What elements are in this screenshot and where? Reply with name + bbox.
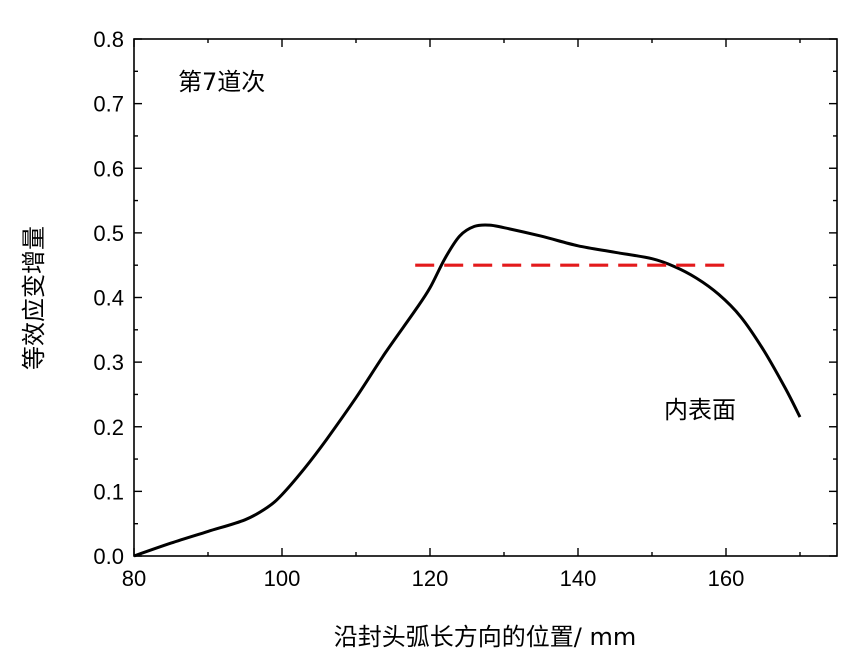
x-tick-label: 120 <box>412 566 449 591</box>
y-tick-label: 0.6 <box>93 156 124 181</box>
x-tick-label: 80 <box>122 566 146 591</box>
x-tick-labels: 80 100 120 140 160 <box>122 566 745 591</box>
y-tick-label: 0.0 <box>93 544 124 569</box>
plot-frame <box>133 38 838 557</box>
x-tick-label: 140 <box>560 566 597 591</box>
y-tick-label: 0.3 <box>93 350 124 375</box>
y-axis-title: 等效应变增量 <box>20 226 48 370</box>
strain-curve-line <box>133 223 802 558</box>
y-tick-label: 0.7 <box>93 92 124 117</box>
x-tick-label: 100 <box>264 566 301 591</box>
y-tick-label: 0.8 <box>93 27 124 52</box>
x-tick-label: 160 <box>708 566 745 591</box>
y-tick-label: 0.1 <box>93 479 124 504</box>
y-tick-label: 0.2 <box>93 415 124 440</box>
y-tick-labels: 0.0 0.1 0.2 0.3 0.4 0.5 0.6 0.7 0.8 <box>93 27 124 569</box>
axis-ticks <box>133 38 837 557</box>
series-layer <box>133 223 802 558</box>
annotation-surface: 内表面 <box>664 396 736 424</box>
y-tick-label: 0.4 <box>93 286 124 311</box>
annotation-pass: 第7道次 <box>178 68 265 96</box>
x-axis-title: 沿封头弧长方向的位置/ mm <box>334 623 636 651</box>
y-tick-label: 0.5 <box>93 221 124 246</box>
